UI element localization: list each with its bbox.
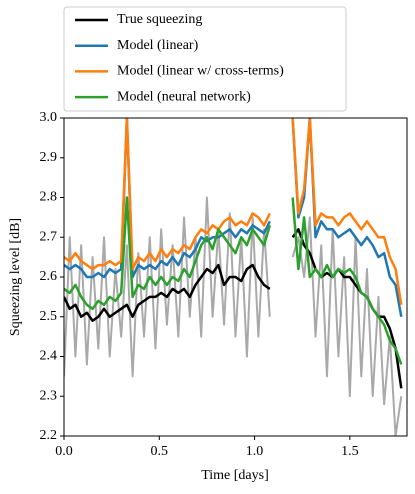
y-tick-label: 3.0 bbox=[40, 110, 58, 125]
legend-label: Model (linear w/ cross-terms) bbox=[117, 64, 284, 79]
x-tick-label: 1.0 bbox=[246, 444, 264, 459]
y-axis-label: Squeezing level [dB] bbox=[8, 218, 23, 336]
legend-label: Model (linear) bbox=[117, 38, 199, 53]
legend-label: True squeezing bbox=[117, 12, 202, 27]
y-tick-label: 2.7 bbox=[40, 229, 58, 244]
y-tick-label: 2.3 bbox=[40, 388, 58, 403]
series-line bbox=[64, 118, 403, 306]
y-tick-label: 2.2 bbox=[40, 428, 58, 443]
legend-box bbox=[63, 6, 347, 112]
y-tick-label: 2.9 bbox=[40, 150, 58, 165]
x-tick-label: 0.5 bbox=[151, 444, 169, 459]
legend-label: Model (neural network) bbox=[117, 89, 251, 104]
x-tick-label: 1.5 bbox=[341, 444, 359, 459]
plot-area bbox=[64, 118, 403, 436]
y-tick-label: 2.8 bbox=[40, 190, 58, 205]
y-tick-label: 2.6 bbox=[40, 269, 58, 284]
y-tick-label: 2.4 bbox=[40, 349, 58, 364]
raw-line bbox=[64, 196, 403, 436]
y-tick-label: 2.5 bbox=[40, 309, 58, 324]
series-line bbox=[64, 196, 403, 365]
series-line bbox=[64, 228, 403, 389]
x-axis-label: Time [days] bbox=[201, 468, 269, 483]
x-tick-label: 0.0 bbox=[55, 444, 73, 459]
